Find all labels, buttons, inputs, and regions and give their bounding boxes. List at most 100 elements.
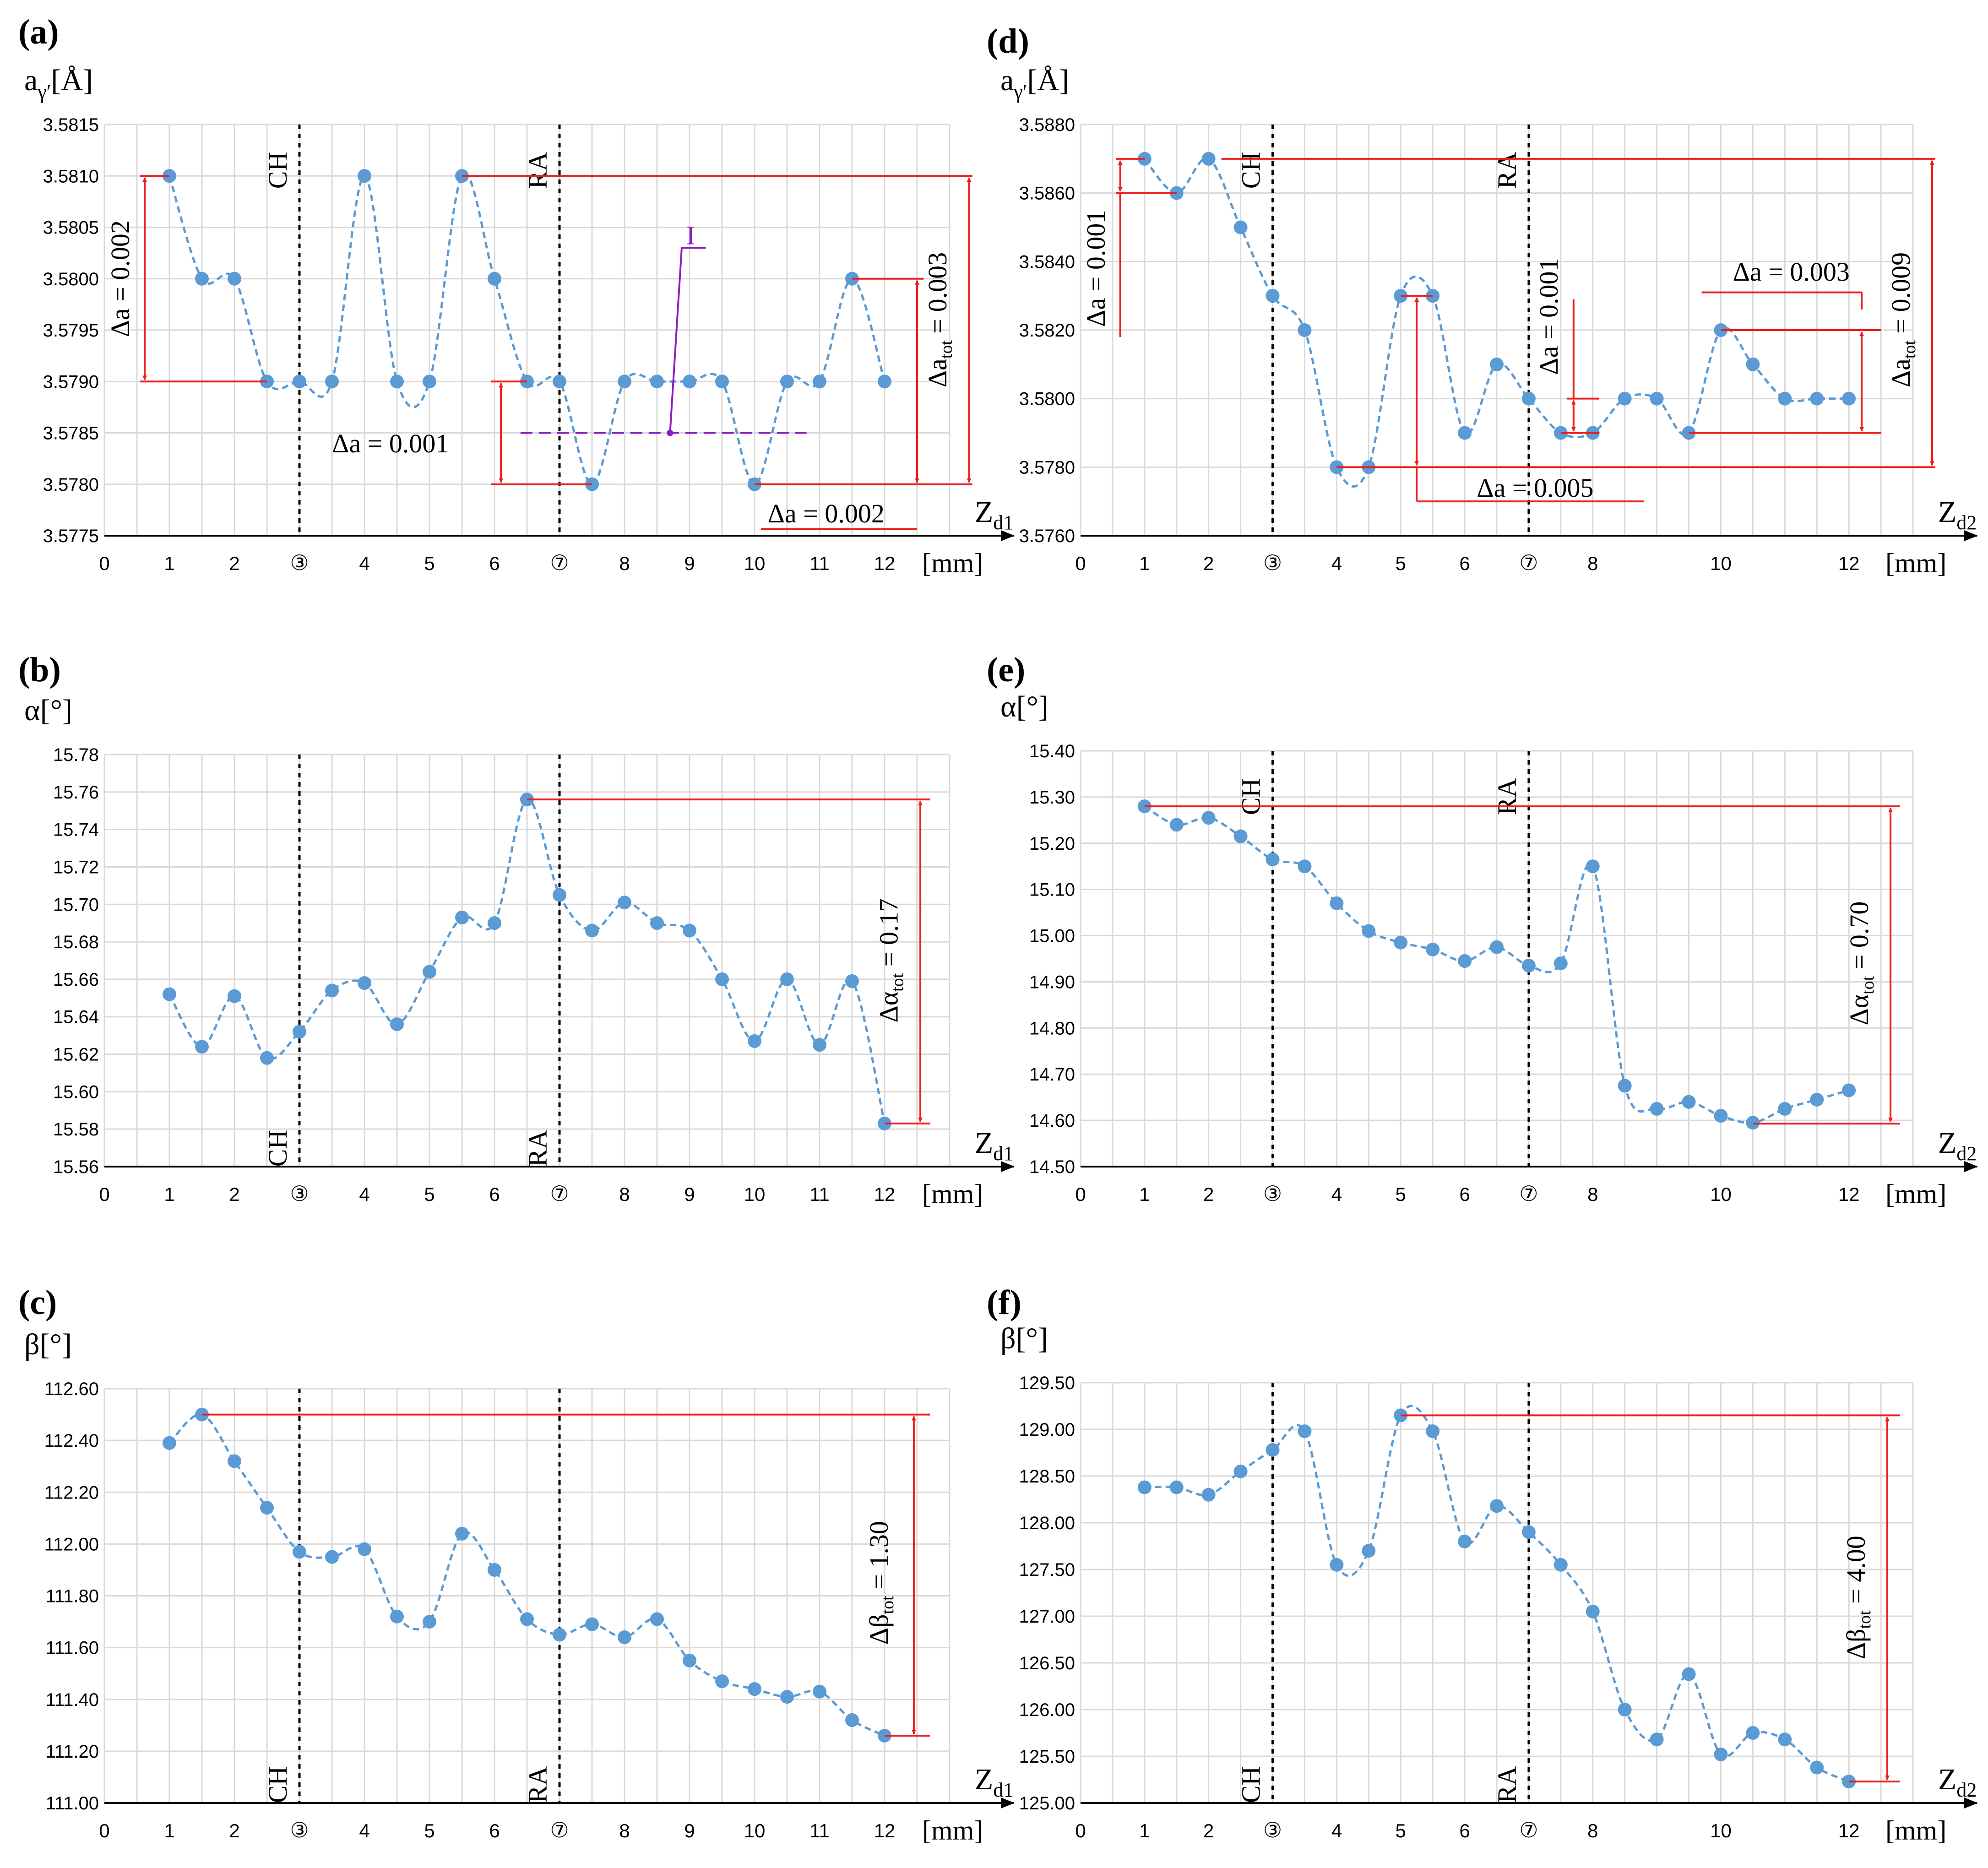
vertical-marker-label: CH xyxy=(263,1130,293,1167)
data-point xyxy=(1426,942,1440,956)
x-tick-label: 4 xyxy=(1331,1184,1342,1205)
data-point xyxy=(455,1526,469,1541)
x-tick-label: 9 xyxy=(684,1820,695,1841)
data-point xyxy=(1810,1760,1824,1775)
data-point xyxy=(1714,1109,1728,1123)
data-point xyxy=(163,1436,176,1450)
data-point xyxy=(1586,1604,1600,1618)
x-tick-label: 2 xyxy=(1203,1184,1214,1205)
zone-label-main: Z xyxy=(975,1763,993,1796)
data-point xyxy=(228,989,241,1003)
data-point xyxy=(488,916,501,930)
x-tick-label: ③ xyxy=(290,1181,309,1206)
x-tick-label: 10 xyxy=(1710,1184,1732,1205)
data-point xyxy=(1490,1499,1504,1513)
y-tick-label: 125.00 xyxy=(1019,1793,1075,1814)
data-point xyxy=(1714,1747,1728,1761)
x-tick-label: 8 xyxy=(619,1820,630,1841)
data-point xyxy=(1266,289,1280,303)
data-point xyxy=(390,375,404,389)
x-tick-label: ⑦ xyxy=(550,1818,569,1842)
x-tick-label: 4 xyxy=(359,1184,369,1205)
y-tick-label: 111.60 xyxy=(46,1638,99,1658)
annotation-label: Δa = 0.005 xyxy=(1477,473,1593,503)
y-tick-label: 15.62 xyxy=(53,1045,99,1065)
chart-panel-2: (c)β[°]111.00111.20111.40111.60111.80112… xyxy=(18,1283,1015,1846)
x-tick-label: 8 xyxy=(619,553,630,574)
vertical-marker-label: CH xyxy=(1236,1766,1266,1803)
y-axis-label-unit: [°] xyxy=(40,694,72,727)
chart-panel-1: (b)α[°]15.5615.5815.6015.6215.6415.6615.… xyxy=(18,651,1015,1209)
data-point xyxy=(390,1609,404,1624)
y-tick-label: 129.00 xyxy=(1019,1420,1075,1440)
data-point xyxy=(1746,1726,1760,1740)
data-point xyxy=(1746,1116,1760,1130)
x-tick-label: 6 xyxy=(1459,553,1470,574)
data-point xyxy=(1682,1095,1696,1109)
x-tick-label: 10 xyxy=(744,1820,766,1841)
marker-label: I xyxy=(686,220,695,250)
x-tick-label: ③ xyxy=(290,550,309,575)
y-tick-label: 15.56 xyxy=(53,1157,99,1177)
zone-label-sub: d2 xyxy=(1956,1779,1977,1801)
annotation-label-main: Δa = 0.001 xyxy=(332,429,449,458)
y-axis-label-unit: [Å] xyxy=(51,64,93,97)
data-point xyxy=(423,375,436,389)
y-tick-label: 125.50 xyxy=(1019,1747,1075,1767)
data-point xyxy=(748,1034,761,1048)
y-axis-label: aγ′[Å] xyxy=(24,64,93,103)
x-axis-unit: [mm] xyxy=(922,1179,983,1209)
annotation-label-rest: = 0.003 xyxy=(923,252,952,340)
y-axis-label-sub: γ′ xyxy=(1013,81,1027,103)
y-tick-label: 3.5785 xyxy=(43,424,99,444)
data-point xyxy=(1746,357,1760,371)
x-tick-label: 0 xyxy=(99,1184,109,1205)
x-tick-label: 6 xyxy=(1459,1820,1470,1841)
data-point xyxy=(618,1630,631,1644)
x-tick-label: 2 xyxy=(229,1820,239,1841)
x-tick-label: 2 xyxy=(1203,1820,1214,1841)
y-tick-label: 15.66 xyxy=(53,970,99,990)
vertical-marker-label: RA xyxy=(1492,1766,1522,1803)
y-tick-label: 126.00 xyxy=(1019,1700,1075,1720)
data-point xyxy=(423,1615,436,1629)
data-point xyxy=(358,169,371,183)
panel-label: (c) xyxy=(18,1283,57,1322)
y-tick-label: 127.50 xyxy=(1019,1560,1075,1580)
y-tick-label: 3.5780 xyxy=(43,475,99,495)
y-tick-label: 112.60 xyxy=(44,1379,99,1399)
annotation-label-rest: = 1.30 xyxy=(864,1521,894,1596)
data-point xyxy=(1266,853,1280,867)
y-tick-label: 3.5780 xyxy=(1019,457,1075,478)
marker-leader-line xyxy=(669,247,706,433)
y-axis-label-unit: [°] xyxy=(1016,690,1048,723)
data-point xyxy=(618,896,631,910)
data-point xyxy=(683,923,696,938)
data-point xyxy=(228,272,241,286)
x-tick-label: 0 xyxy=(1075,553,1086,574)
data-point xyxy=(228,1454,241,1468)
zone-label-main: Z xyxy=(1938,1763,1956,1796)
x-tick-label: ③ xyxy=(290,1818,309,1842)
zone-label-main: Z xyxy=(1938,1126,1956,1160)
data-point xyxy=(195,272,209,286)
vertical-marker-label: RA xyxy=(523,1766,553,1803)
x-tick-label: 10 xyxy=(744,553,766,574)
annotation-label-sub: tot xyxy=(888,973,907,992)
data-point xyxy=(1618,391,1632,406)
data-point xyxy=(650,1612,664,1626)
data-point xyxy=(1201,152,1216,166)
x-tick-label: 0 xyxy=(99,553,109,574)
data-point xyxy=(293,1025,306,1039)
y-tick-label: 111.80 xyxy=(46,1586,99,1607)
data-point xyxy=(715,375,729,389)
data-point xyxy=(1298,859,1312,874)
annotation-label-main: Δa = 0.001 xyxy=(1534,258,1564,375)
x-axis-unit: [mm] xyxy=(922,548,983,578)
annotation-label-rest: = 0.009 xyxy=(1886,252,1916,340)
data-point xyxy=(358,976,371,990)
y-axis-label: α[°] xyxy=(24,694,72,727)
y-tick-label: 112.40 xyxy=(44,1431,99,1451)
annotation-label-rest: = 4.00 xyxy=(1841,1536,1871,1610)
